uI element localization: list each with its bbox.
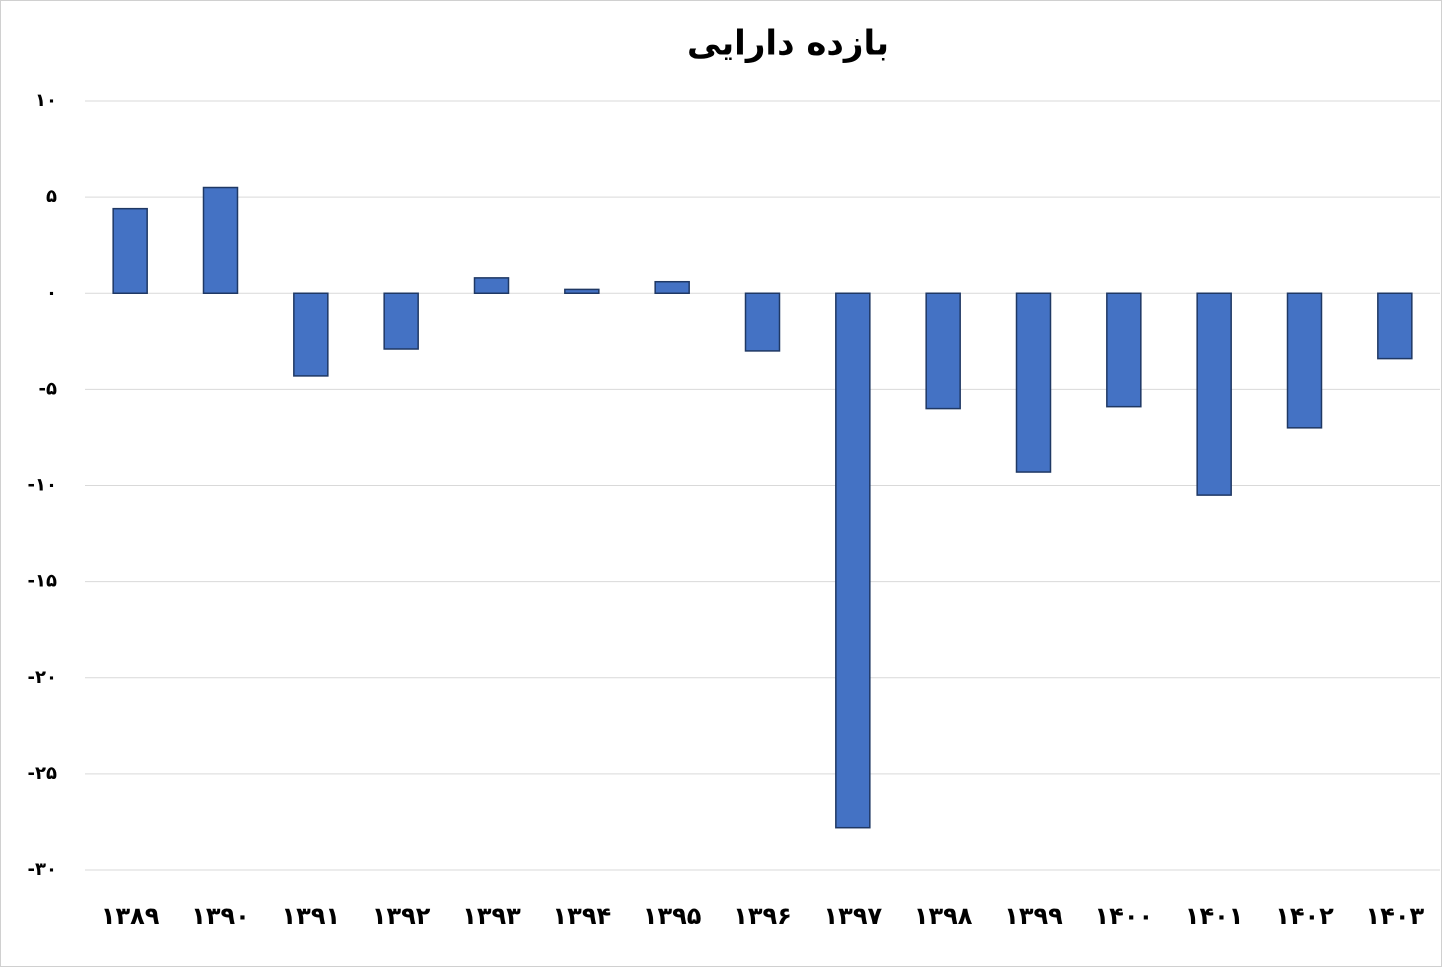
x-tick-label: ۱۳۹۸	[914, 902, 973, 930]
y-tick-label: -۱۵	[28, 571, 57, 592]
bar	[1015, 292, 1052, 473]
x-tick-label: ۱۳۹۰	[191, 902, 250, 930]
x-tick-label: ۱۴۰۲	[1275, 902, 1334, 930]
x-tick-label: ۱۳۹۳	[462, 902, 521, 930]
bar	[654, 280, 690, 294]
x-tick-label: ۱۴۰۳	[1366, 902, 1425, 930]
y-tick-label: -۱۰	[28, 475, 57, 496]
x-tick-label: ۱۴۰۰	[1095, 902, 1154, 930]
y-tick-label: ۰	[46, 282, 57, 303]
y-tick-label: ۱۰	[35, 90, 57, 111]
bar	[293, 292, 329, 377]
bar	[1196, 292, 1232, 496]
bar	[564, 288, 600, 294]
bar	[202, 186, 239, 294]
bar	[383, 292, 419, 350]
x-tick-label: ۱۳۹۵	[643, 902, 702, 930]
bar	[1106, 292, 1142, 408]
bar	[744, 292, 781, 352]
y-tick-label: -۲۰	[28, 667, 57, 688]
x-tick-label: ۱۴۰۱	[1185, 902, 1244, 930]
chart-title: بازده دارایی	[687, 24, 889, 64]
y-tick-label: -۲۵	[28, 763, 57, 784]
y-tick-label: -۳۰	[28, 859, 57, 880]
bar	[925, 292, 961, 410]
y-tick-label: ۵	[46, 186, 57, 207]
bar	[1286, 292, 1323, 429]
x-tick-label: ۱۳۸۹	[101, 902, 160, 930]
x-tick-label: ۱۳۹۶	[733, 902, 792, 930]
bar	[112, 207, 148, 294]
x-tick-label: ۱۳۹۹	[1004, 902, 1063, 930]
y-tick-label: -۵	[39, 378, 57, 399]
x-tick-label: ۱۳۹۲	[372, 902, 431, 930]
x-tick-label: ۱۳۹۱	[282, 902, 341, 930]
bar	[1377, 292, 1413, 360]
x-tick-label: ۱۳۹۷	[824, 902, 883, 930]
bar	[473, 277, 510, 294]
x-tick-label: ۱۳۹۴	[553, 902, 612, 930]
bar	[835, 292, 871, 829]
